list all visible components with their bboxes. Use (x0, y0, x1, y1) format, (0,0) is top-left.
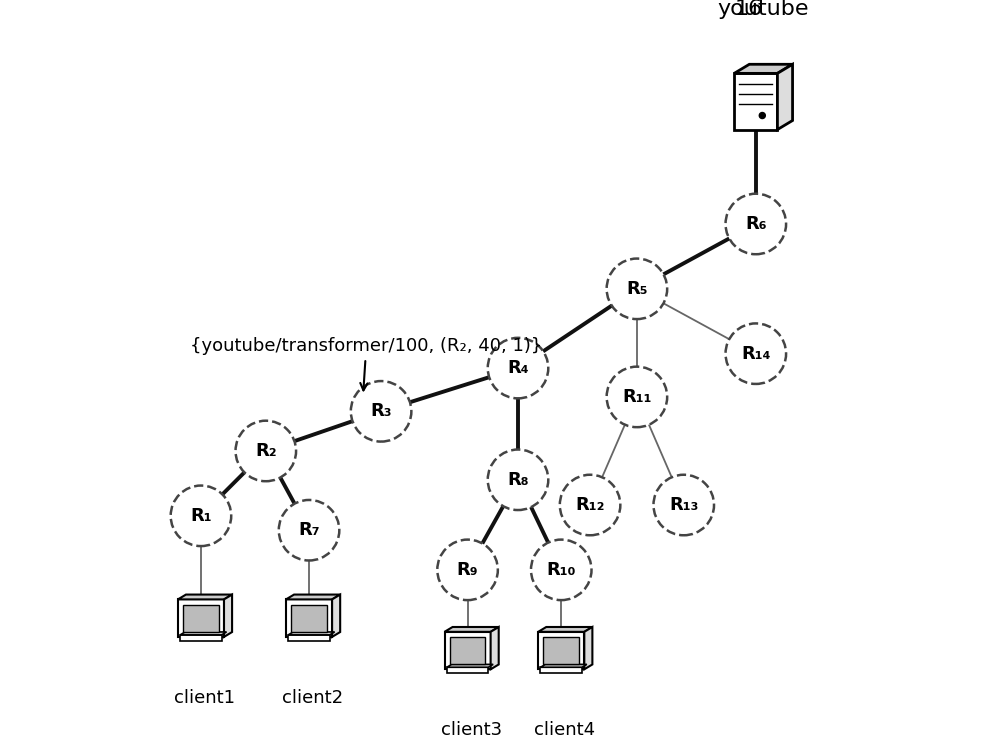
Text: client1: client1 (174, 689, 235, 707)
Circle shape (759, 112, 765, 119)
Polygon shape (445, 632, 491, 669)
Polygon shape (183, 605, 219, 632)
Circle shape (279, 500, 339, 560)
Text: R₃: R₃ (370, 402, 392, 421)
Circle shape (607, 367, 667, 427)
Polygon shape (180, 635, 222, 641)
Text: client4: client4 (534, 721, 595, 739)
Text: R₁: R₁ (190, 507, 212, 525)
Polygon shape (291, 605, 327, 632)
Circle shape (351, 381, 411, 442)
Polygon shape (288, 632, 335, 635)
Polygon shape (540, 664, 587, 667)
Polygon shape (450, 637, 485, 664)
Text: R₅: R₅ (626, 280, 648, 297)
Polygon shape (332, 594, 340, 637)
Polygon shape (543, 637, 579, 664)
Polygon shape (180, 632, 227, 635)
Polygon shape (178, 594, 232, 599)
Text: R₄: R₄ (507, 359, 529, 377)
Polygon shape (734, 64, 793, 73)
Text: R₁₃: R₁₃ (669, 496, 698, 514)
Polygon shape (178, 599, 224, 637)
Text: R₂: R₂ (255, 442, 277, 460)
Text: client2: client2 (282, 689, 343, 707)
Circle shape (437, 540, 498, 600)
Polygon shape (734, 73, 777, 130)
Circle shape (531, 540, 592, 600)
Polygon shape (447, 667, 488, 673)
Circle shape (726, 194, 786, 254)
Circle shape (607, 258, 667, 319)
Polygon shape (447, 664, 493, 667)
Polygon shape (445, 627, 499, 632)
Polygon shape (538, 627, 592, 632)
Polygon shape (584, 627, 592, 669)
Polygon shape (777, 64, 793, 130)
Circle shape (653, 475, 714, 535)
Polygon shape (286, 599, 332, 637)
Circle shape (726, 323, 786, 384)
Polygon shape (491, 627, 499, 669)
Text: R₆: R₆ (745, 215, 767, 233)
Circle shape (488, 449, 548, 510)
Circle shape (171, 485, 231, 546)
Polygon shape (224, 594, 232, 637)
Text: R₁₀: R₁₀ (547, 561, 576, 579)
Circle shape (236, 421, 296, 481)
Text: R₁₄: R₁₄ (741, 345, 771, 362)
Polygon shape (288, 635, 330, 641)
Polygon shape (540, 667, 582, 673)
Text: youtube: youtube (717, 0, 809, 19)
Text: R₇: R₇ (298, 521, 320, 539)
Text: client3: client3 (441, 721, 502, 739)
Circle shape (488, 337, 548, 399)
Text: 16: 16 (734, 0, 763, 19)
Text: R₈: R₈ (507, 471, 529, 488)
Circle shape (560, 475, 620, 535)
Polygon shape (286, 594, 340, 599)
Text: {youtube/transformer/100, (R₂, 40, 1)}: {youtube/transformer/100, (R₂, 40, 1)} (190, 337, 542, 390)
Text: R₁₁: R₁₁ (622, 388, 652, 406)
Polygon shape (538, 632, 584, 669)
Text: R₉: R₉ (457, 561, 478, 579)
Text: R₁₂: R₁₂ (575, 496, 605, 514)
